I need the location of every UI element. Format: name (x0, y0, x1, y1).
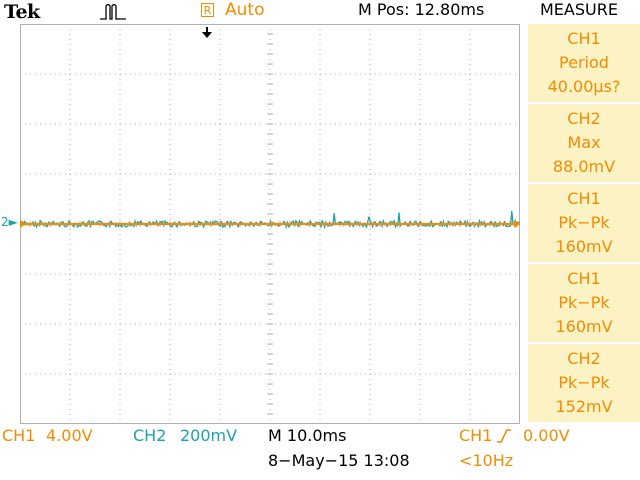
measurement-1[interactable]: CH1 Period 40.00μs? (528, 24, 640, 102)
measurement-type: Max (567, 133, 601, 152)
ch1-ground-marker (20, 220, 26, 228)
measurement-channel: CH1 (567, 269, 601, 288)
trigger-state-badge: R (201, 3, 214, 17)
main-position-readout: M Pos: 12.80ms (358, 0, 485, 19)
trigger-source: CH1 (459, 426, 493, 445)
trigger-frequency: <10Hz (459, 451, 514, 470)
measurement-value: 40.00μs? (547, 77, 621, 96)
ch2-scale: 200mV (180, 426, 238, 445)
trigger-position-arrow-icon[interactable] (200, 26, 214, 45)
ch1-scale: 4.00V (46, 426, 93, 445)
date-time: 8−May−15 13:08 (268, 451, 410, 470)
measurement-type: Pk−Pk (558, 213, 610, 232)
trigger-slope-rising-icon (496, 428, 512, 448)
measurement-channel: CH1 (567, 189, 601, 208)
ch1-label: CH1 (2, 426, 36, 445)
measurement-type: Period (559, 53, 609, 72)
measurement-value: 160mV (555, 317, 613, 336)
graticule (20, 24, 520, 424)
measure-menu: CH1 Period 40.00μs? CH2 Max 88.0mV CH1 P… (528, 24, 640, 424)
measurement-value: 160mV (555, 237, 613, 256)
brand-logo: Tek (4, 1, 40, 23)
measurement-value: 88.0mV (552, 157, 616, 176)
timebase-readout: M 10.0ms (268, 426, 347, 445)
measurement-2[interactable]: CH2 Max 88.0mV (528, 104, 640, 182)
measurement-channel: CH1 (567, 29, 601, 48)
measurement-4[interactable]: CH1 Pk−Pk 160mV (528, 264, 640, 342)
measurement-channel: CH2 (567, 349, 601, 368)
measurement-type: Pk−Pk (558, 293, 610, 312)
measurement-channel: CH2 (567, 109, 601, 128)
trigger-level: 0.00V (523, 426, 570, 445)
bottom-status-bar: CH1 4.00V CH2 200mV M 10.0ms 8−May−15 13… (0, 424, 640, 480)
measurement-5[interactable]: CH2 Pk−Pk 152mV (528, 344, 640, 422)
acquire-run-icon (100, 3, 126, 24)
measurement-value: 152mV (555, 397, 613, 416)
trigger-status: Auto (225, 0, 265, 20)
menu-title: MEASURE (540, 0, 618, 19)
waveform-display[interactable] (20, 24, 520, 424)
trigger-level-marker (514, 220, 520, 228)
top-status-bar: Tek R Auto M Pos: 12.80ms MEASURE (0, 0, 640, 24)
measurement-3[interactable]: CH1 Pk−Pk 160mV (528, 184, 640, 262)
measurement-type: Pk−Pk (558, 373, 610, 392)
ch2-ground-marker[interactable]: 2► (1, 215, 18, 229)
ch2-label: CH2 (133, 426, 167, 445)
